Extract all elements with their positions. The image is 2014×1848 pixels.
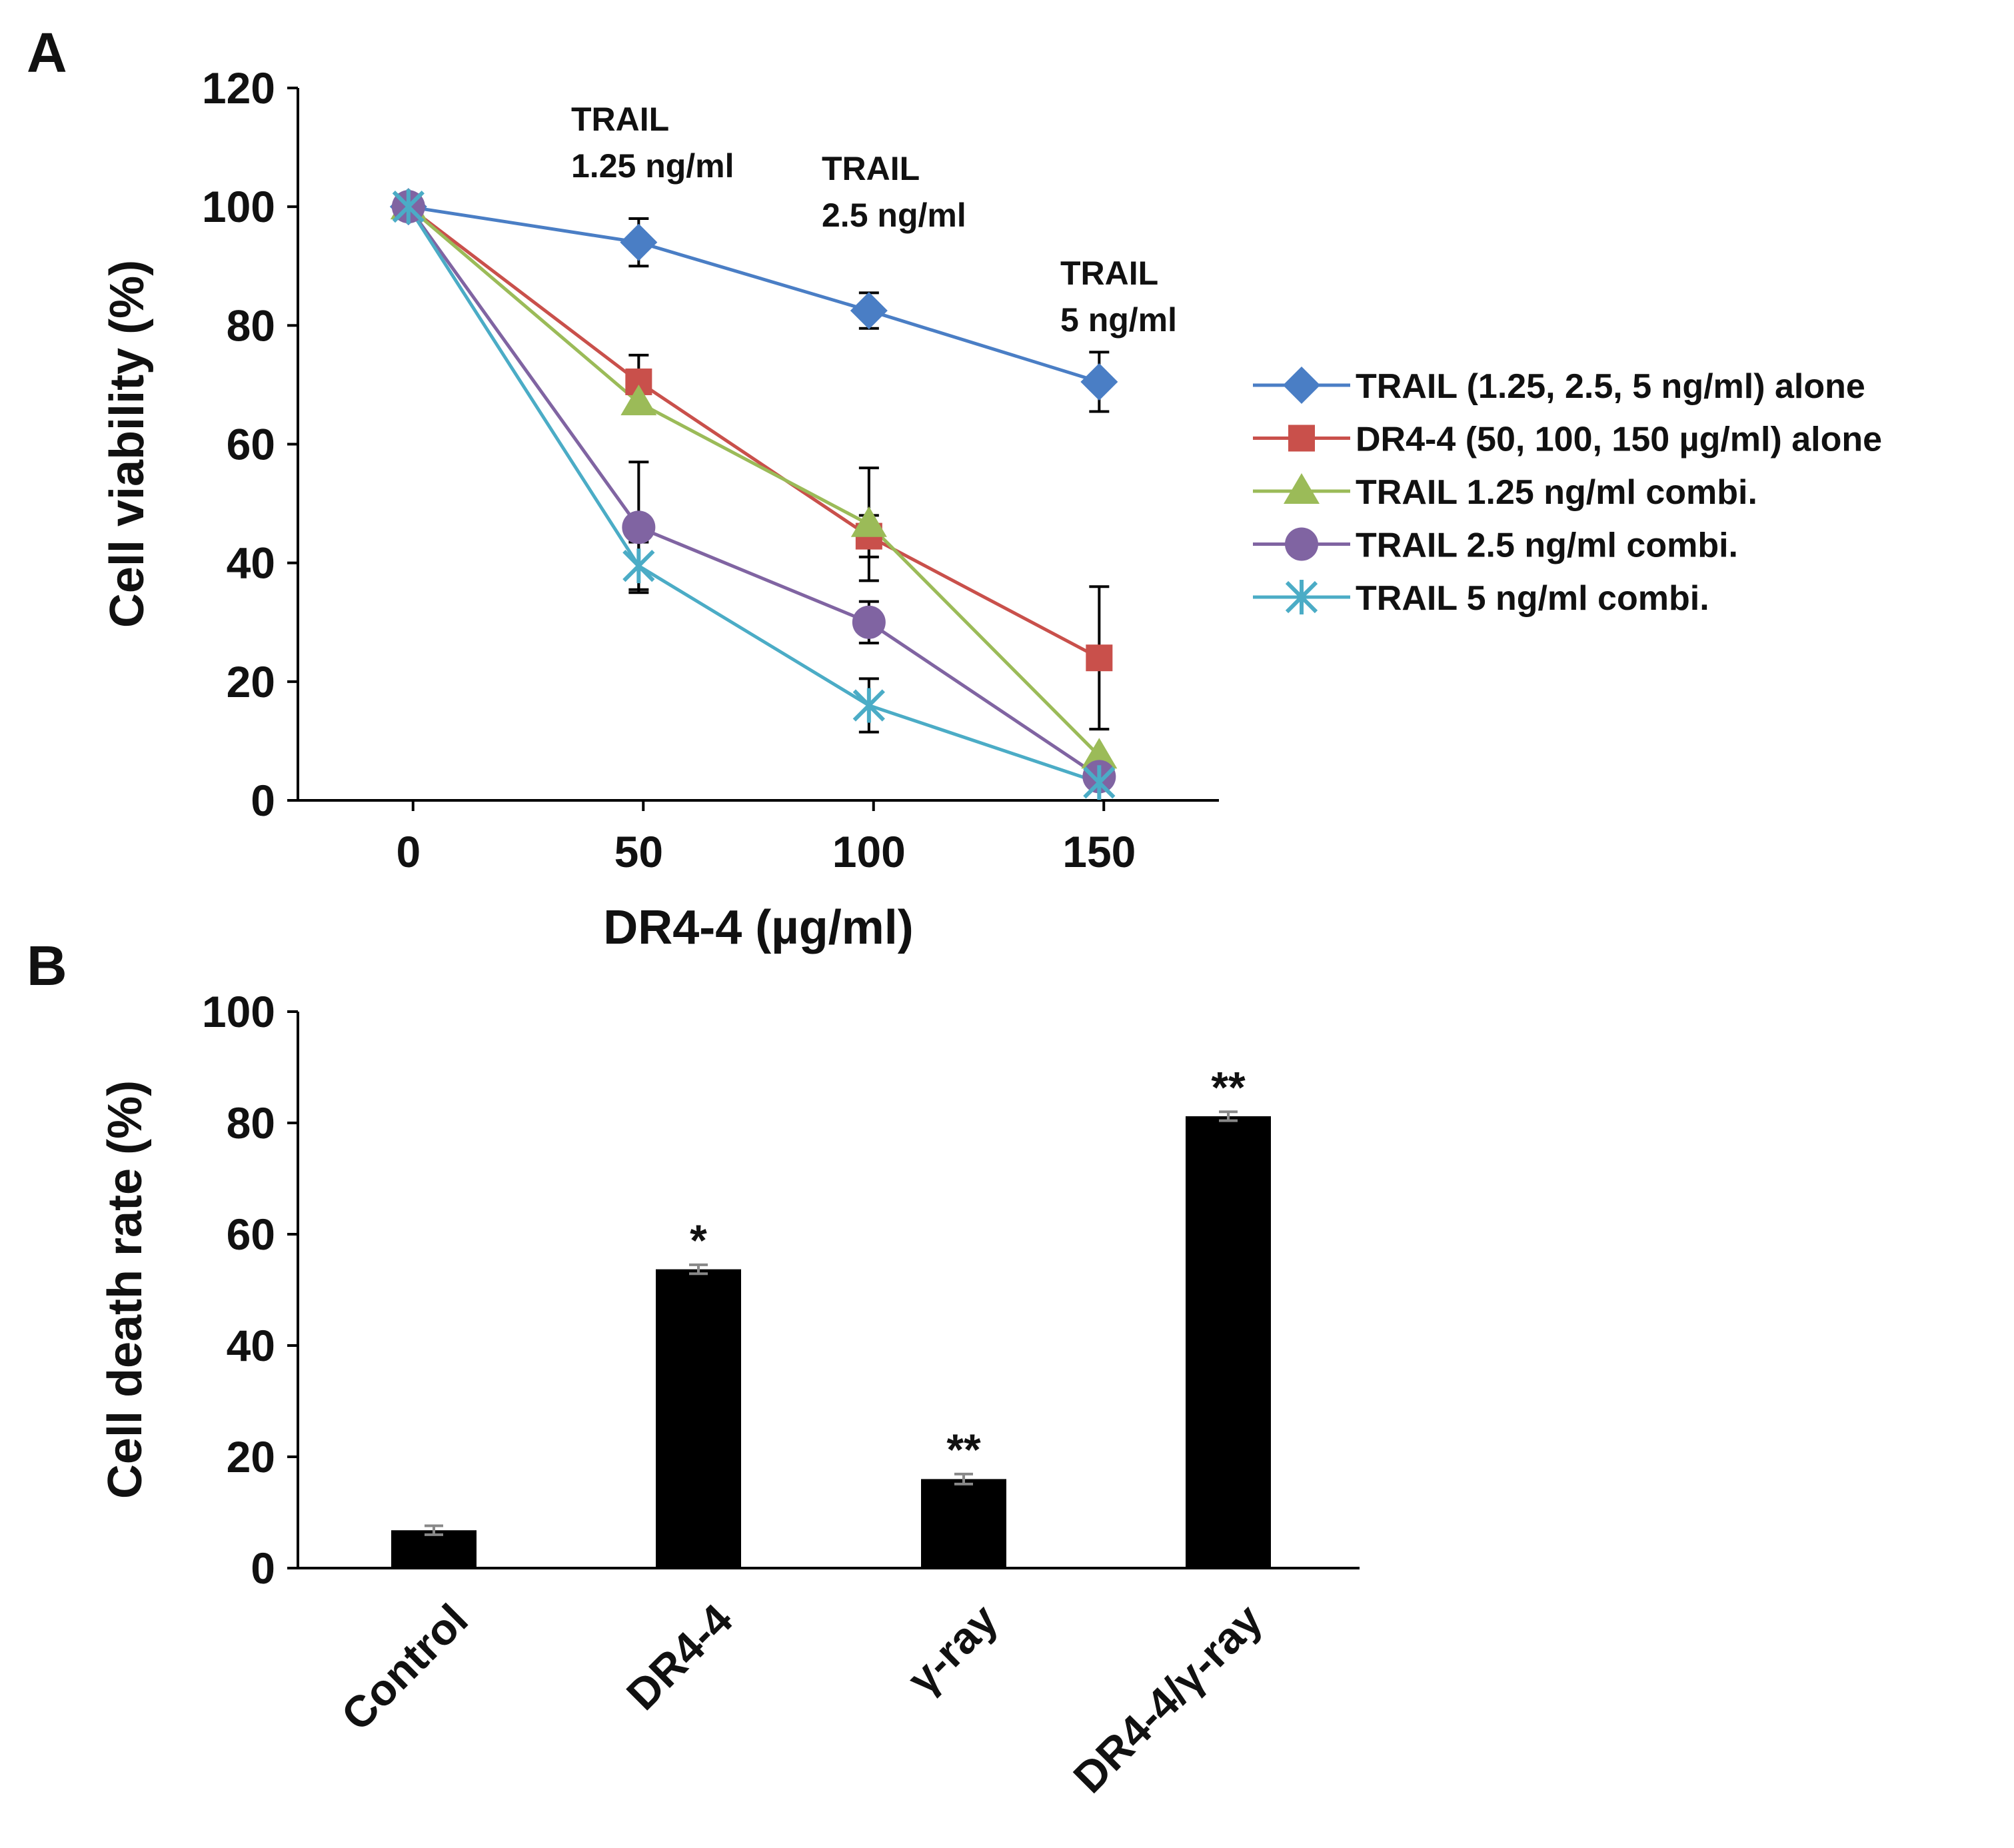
data-point: [852, 688, 885, 723]
bars: *****: [391, 1062, 1271, 1568]
bar: [656, 1269, 741, 1568]
data-point: [622, 548, 655, 584]
x-tick-label: 0: [396, 827, 421, 876]
x-axis-title: DR4-4 (µg/ml): [603, 901, 914, 954]
y-tick-label: 60: [227, 420, 275, 469]
y-ticks: 0 20 40 60 80 100 120: [202, 63, 298, 825]
series-line: [407, 205, 1100, 778]
annotation-label: 2.5 ng/ml: [822, 197, 966, 234]
bar: [1186, 1116, 1271, 1568]
category-label: Control: [332, 1595, 477, 1740]
annotation-label: 5 ng/ml: [1060, 301, 1177, 339]
legend-marker: [1285, 527, 1318, 561]
legend: TRAIL (1.25, 2.5, 5 ng/ml) alone DR4-4 (5…: [1253, 367, 1882, 618]
y-axis-title: Cell viability (%): [101, 260, 154, 628]
x-ticks: 0 50 100 150: [396, 800, 1136, 876]
data-point: [620, 223, 658, 261]
y-tick-label: 40: [227, 1321, 275, 1370]
y-tick-label: 80: [227, 301, 275, 350]
data-point: [850, 292, 888, 330]
data-point: [392, 189, 425, 225]
y-tick-label: 0: [251, 776, 275, 825]
y-tick-label: 120: [202, 63, 275, 113]
data-point: [852, 605, 886, 639]
annotation-label: 1.25 ng/ml: [571, 147, 734, 185]
y-axis-title: Cell death rate (%): [99, 1080, 152, 1499]
data-point: [1086, 644, 1113, 672]
bar: [391, 1530, 477, 1568]
legend-label: TRAIL 2.5 ng/ml combi.: [1356, 526, 1738, 565]
data-point: [1080, 363, 1118, 401]
y-tick-label: 20: [227, 657, 275, 706]
annotation-label: TRAIL: [1060, 255, 1158, 292]
series-line: [407, 205, 1100, 784]
series-line: [407, 205, 1100, 660]
y-tick-label: 0: [251, 1543, 275, 1593]
category-label: γ-ray: [898, 1594, 1007, 1703]
legend-marker: [1283, 367, 1320, 404]
annotation-label: TRAIL: [822, 150, 920, 187]
data-point: [850, 506, 887, 537]
series-lines: [407, 205, 1101, 784]
legend-marker: [1288, 425, 1315, 452]
category-labels: Control DR4-4 γ-ray DR4-4/γ-ray: [332, 1594, 1272, 1802]
y-tick-label: 80: [227, 1098, 275, 1148]
series-line: [408, 205, 1100, 384]
x-tick-label: 50: [614, 827, 663, 876]
legend-label: TRAIL 5 ng/ml combi.: [1356, 579, 1709, 618]
panel-a-label: A: [27, 21, 67, 84]
category-label: DR4-4/γ-ray: [1064, 1594, 1272, 1802]
series-line: [407, 205, 1101, 757]
y-tick-label: 60: [227, 1210, 275, 1259]
legend-label: DR4-4 (50, 100, 150 µg/ml) alone: [1356, 421, 1882, 459]
panel-b-label: B: [27, 934, 67, 997]
data-point: [1083, 765, 1116, 800]
significance-label: **: [946, 1425, 981, 1474]
y-tick-label: 20: [227, 1432, 275, 1481]
data-point: [622, 510, 656, 544]
series-markers: [389, 188, 1118, 800]
significance-label: *: [690, 1216, 707, 1265]
legend-label: TRAIL 1.25 ng/ml combi.: [1356, 473, 1757, 512]
data-point: [620, 385, 657, 416]
annotation-label: TRAIL: [571, 101, 669, 138]
significance-label: **: [1211, 1062, 1246, 1112]
x-tick-label: 150: [1062, 827, 1136, 876]
y-ticks: 0 20 40 60 80 100: [202, 987, 298, 1593]
data-point: [1081, 738, 1118, 769]
y-tick-label: 100: [202, 182, 275, 231]
category-label: DR4-4: [617, 1594, 742, 1719]
bar: [921, 1479, 1006, 1568]
y-tick-label: 40: [227, 538, 275, 588]
legend-marker: [1285, 580, 1318, 614]
y-tick-label: 100: [202, 987, 275, 1036]
x-tick-label: 100: [832, 827, 906, 876]
legend-marker: [1284, 473, 1320, 504]
legend-label: TRAIL (1.25, 2.5, 5 ng/ml) alone: [1356, 367, 1865, 406]
trail-annotations: TRAIL 1.25 ng/ml TRAIL 2.5 ng/ml TRAIL 5 ng/m…: [571, 101, 1177, 339]
